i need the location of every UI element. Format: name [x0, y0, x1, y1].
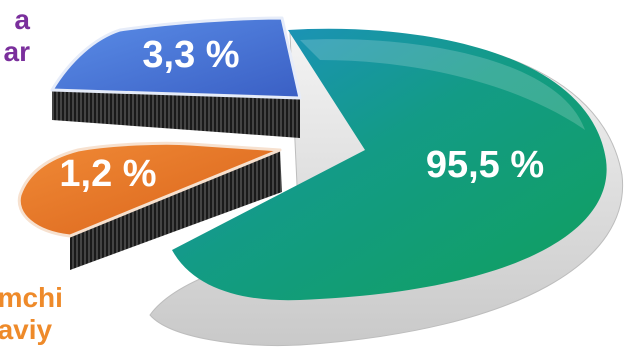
legend-line: amchi [0, 282, 63, 313]
pie-slice-orange [17, 141, 282, 238]
pie-slice-main [172, 28, 607, 301]
legend-line: vaviy [0, 314, 53, 345]
slice-label-main: 95,5 % [426, 144, 544, 186]
slice-label-orange: 1,2 % [59, 153, 156, 195]
pie-slice-blue [50, 16, 302, 100]
legend-label-orange: amchi vaviy [0, 282, 63, 346]
slice-label-blue: 3,3 % [142, 34, 239, 76]
legend-label-purple: a ar [0, 4, 30, 68]
pie-slice-main-highlight [300, 39, 585, 130]
pie-slice-blue-side [52, 90, 300, 138]
pie-slice-orange-side [70, 150, 282, 270]
legend-line: ar [3, 36, 30, 67]
legend-line: a [14, 4, 30, 35]
